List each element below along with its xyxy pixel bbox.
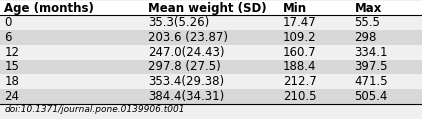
Text: 6: 6 (4, 31, 12, 44)
Text: 35.3(5.26): 35.3(5.26) (148, 16, 209, 29)
Bar (0, 15, 422, 30)
Text: 188.4: 188.4 (283, 60, 316, 73)
Text: 12: 12 (4, 46, 19, 59)
Bar (0, 60, 422, 74)
Bar (0, 89, 422, 104)
Bar (0, 1, 422, 15)
Text: Max: Max (354, 2, 382, 15)
Text: 160.7: 160.7 (283, 46, 316, 59)
Text: 17.47: 17.47 (283, 16, 316, 29)
Text: 0: 0 (4, 16, 11, 29)
Text: doi:10.1371/journal.pone.0139906.t001: doi:10.1371/journal.pone.0139906.t001 (4, 105, 185, 114)
Text: 334.1: 334.1 (354, 46, 388, 59)
Text: Age (months): Age (months) (4, 2, 94, 15)
Text: 384.4(34.31): 384.4(34.31) (148, 90, 224, 103)
Text: 109.2: 109.2 (283, 31, 316, 44)
Bar (0, 74, 422, 89)
Text: 210.5: 210.5 (283, 90, 316, 103)
Text: 203.6 (23.87): 203.6 (23.87) (148, 31, 228, 44)
Text: Mean weight (SD): Mean weight (SD) (148, 2, 266, 15)
Text: 505.4: 505.4 (354, 90, 388, 103)
Text: 353.4(29.38): 353.4(29.38) (148, 75, 224, 88)
Text: Min: Min (283, 2, 307, 15)
Text: 247.0(24.43): 247.0(24.43) (148, 46, 224, 59)
Text: 18: 18 (4, 75, 19, 88)
Text: 212.7: 212.7 (283, 75, 316, 88)
Bar (0, 30, 422, 45)
Text: 297.8 (27.5): 297.8 (27.5) (148, 60, 220, 73)
Text: 15: 15 (4, 60, 19, 73)
Text: 298: 298 (354, 31, 377, 44)
Text: 55.5: 55.5 (354, 16, 380, 29)
Bar (0, 45, 422, 60)
Text: 397.5: 397.5 (354, 60, 388, 73)
Text: 24: 24 (4, 90, 19, 103)
Text: 471.5: 471.5 (354, 75, 388, 88)
